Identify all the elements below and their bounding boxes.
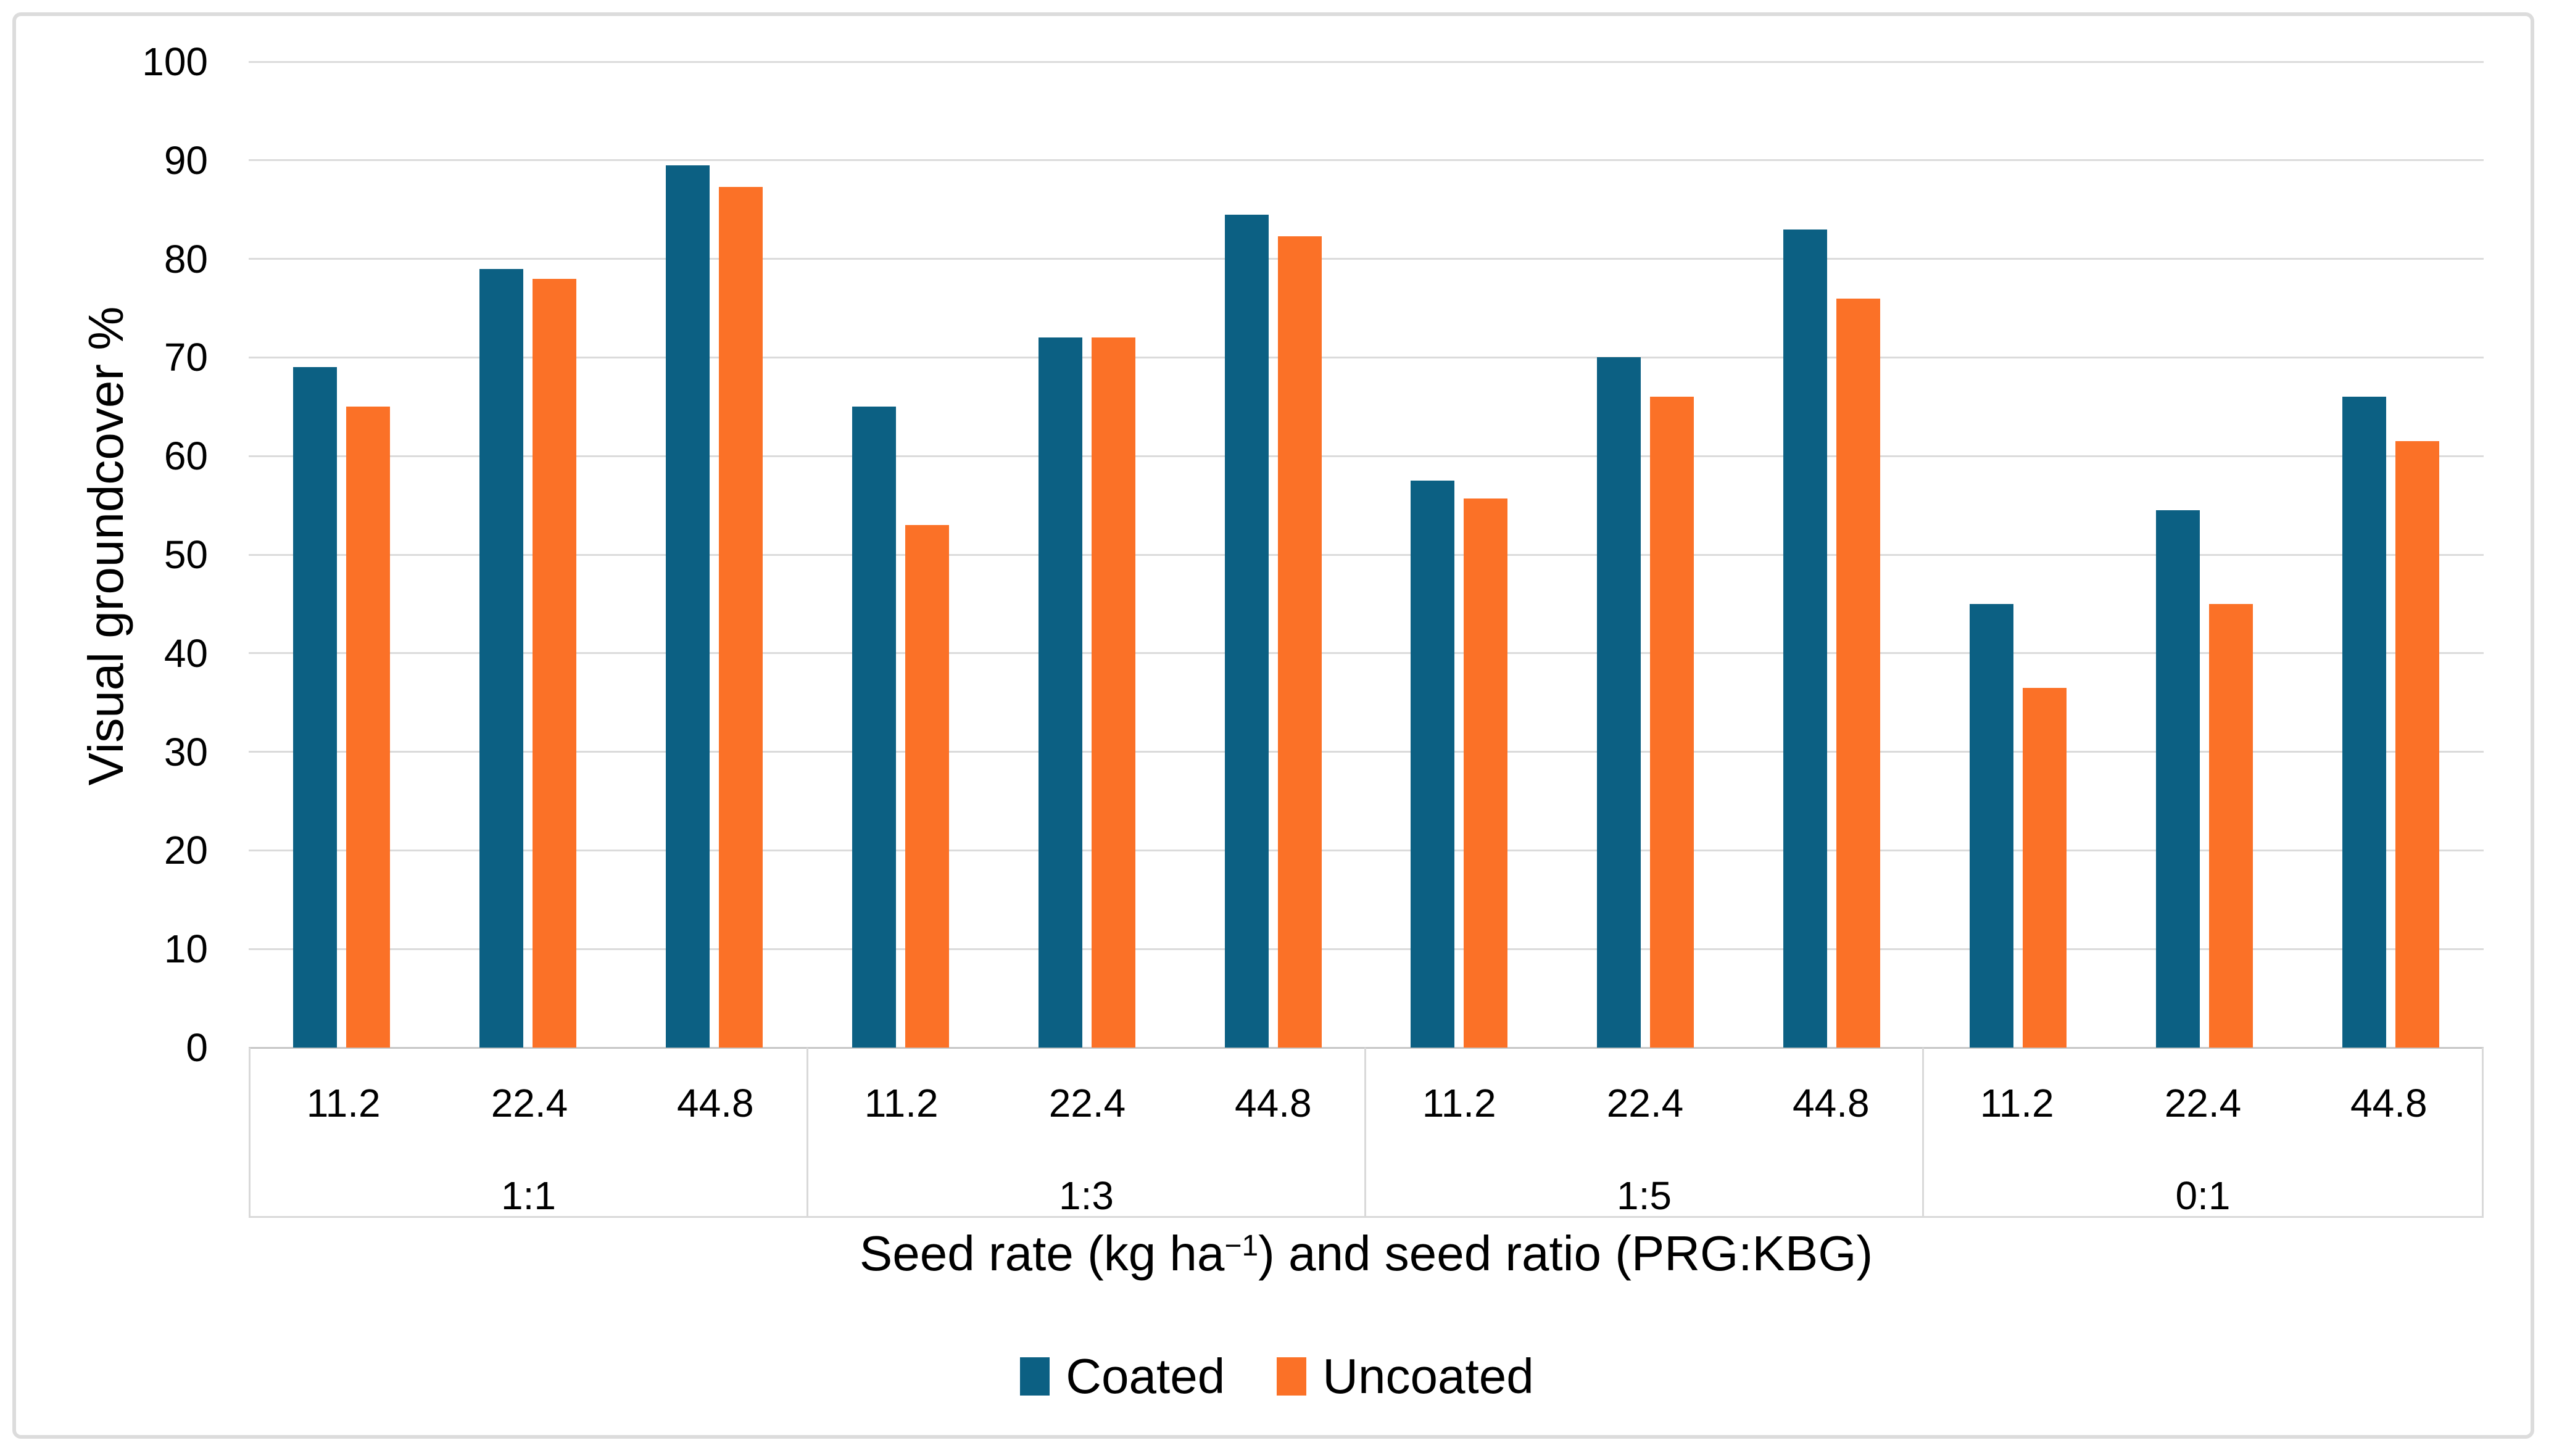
bar-uncoated-1:3-22.4 [1091, 337, 1135, 1048]
bar-coated-1:1-11.2 [293, 367, 338, 1048]
bar-uncoated-0:1-44.8 [2395, 441, 2439, 1048]
bar-coated-1:5-44.8 [1783, 229, 1828, 1048]
rate-label-1:3-11.2: 11.2 [864, 1081, 939, 1125]
group-label-1:1: 1:1 [501, 1173, 556, 1218]
y-tick-label-80: 80 [164, 236, 208, 281]
gridline-30 [249, 751, 2484, 753]
bar-uncoated-1:3-44.8 [1277, 236, 1322, 1048]
legend-label-uncoated: Uncoated [1322, 1349, 1534, 1404]
rate-label-1:5-22.4: 22.4 [1606, 1081, 1684, 1125]
bar-coated-1:5-11.2 [1411, 481, 1455, 1048]
y-axis-tick-labels: 0 10 20 30 40 50 60 70 80 90 100 [74, 42, 208, 1067]
chart-legend: Coated Uncoated [0, 1348, 2554, 1405]
rate-label-1:1-44.8: 44.8 [677, 1081, 754, 1125]
gridline-80 [249, 258, 2484, 260]
legend-item-coated: Coated [1020, 1348, 1225, 1405]
gridline-40 [249, 652, 2484, 655]
bar-coated-1:3-44.8 [1224, 214, 1269, 1048]
bar-uncoated-0:1-11.2 [2022, 687, 2067, 1048]
rate-label-0:1-11.2: 11.2 [1980, 1081, 2054, 1125]
axis-group-1:5: 11.2 22.4 44.8 1:5 [1366, 1048, 1924, 1216]
rate-label-0:1-44.8: 44.8 [2350, 1081, 2428, 1125]
x-axis-title-text: Seed rate (kg ha [859, 1226, 1225, 1281]
y-tick-label-40: 40 [164, 631, 208, 676]
x-axis-title-superscript: −1 [1224, 1230, 1259, 1262]
rate-label-1:3-44.8: 44.8 [1235, 1081, 1312, 1125]
x-axis-line [249, 1046, 2484, 1049]
legend-item-uncoated: Uncoated [1277, 1348, 1534, 1405]
axis-group-1:3: 11.2 22.4 44.8 1:3 [808, 1048, 1366, 1216]
x-axis-title: Seed rate (kg ha−1) and seed ratio (PRG:… [249, 1229, 2484, 1278]
axis-group-1:1: 11.2 22.4 44.8 1:1 [251, 1048, 808, 1216]
bar-coated-0:1-22.4 [2155, 510, 2200, 1048]
rate-label-0:1-22.4: 22.4 [2164, 1081, 2242, 1125]
gridline-70 [249, 356, 2484, 358]
y-tick-label-30: 30 [164, 729, 208, 774]
legend-label-coated: Coated [1066, 1349, 1225, 1404]
bar-uncoated-1:1-11.2 [346, 407, 391, 1048]
category-axis-band: 11.2 22.4 44.8 1:1 11.2 22.4 44.8 1:3 11.2 22.4 44… [249, 1048, 2484, 1218]
rate-label-1:1-11.2: 11.2 [306, 1081, 381, 1125]
bar-uncoated-0:1-22.4 [2208, 603, 2253, 1048]
bar-coated-1:3-11.2 [852, 407, 896, 1048]
bar-uncoated-1:1-44.8 [719, 186, 763, 1048]
gridline-90 [249, 159, 2484, 162]
gridline-50 [249, 553, 2484, 556]
x-axis-title-text-tail: ) and seed ratio (PRG:KBG) [1258, 1226, 1873, 1281]
group-label-0:1: 0:1 [2175, 1173, 2231, 1218]
bar-coated-1:3-22.4 [1038, 337, 1082, 1048]
bar-uncoated-1:1-22.4 [533, 278, 577, 1048]
plot-area [249, 60, 2484, 1049]
bar-uncoated-1:5-11.2 [1464, 498, 1508, 1048]
rate-label-1:5-44.8: 44.8 [1793, 1081, 1870, 1125]
y-tick-label-90: 90 [164, 138, 208, 183]
y-tick-label-70: 70 [164, 335, 208, 380]
bar-uncoated-1:5-44.8 [1836, 298, 1881, 1048]
rate-label-1:3-22.4: 22.4 [1048, 1081, 1126, 1125]
y-tick-label-10: 10 [164, 927, 208, 972]
bar-coated-1:5-22.4 [1597, 357, 1641, 1048]
legend-swatch-coated [1020, 1357, 1050, 1396]
bar-coated-1:1-44.8 [666, 165, 710, 1048]
bar-uncoated-1:3-11.2 [905, 525, 949, 1048]
gridline-20 [249, 849, 2484, 851]
y-tick-label-50: 50 [164, 532, 208, 577]
y-tick-label-100: 100 [142, 39, 208, 84]
y-tick-label-20: 20 [164, 828, 208, 873]
group-label-1:3: 1:3 [1059, 1173, 1114, 1218]
gridline-100 [249, 60, 2484, 63]
y-tick-label-60: 60 [164, 434, 208, 479]
rate-label-1:5-11.2: 11.2 [1422, 1081, 1496, 1125]
gridline-10 [249, 948, 2484, 950]
y-tick-label-0: 0 [186, 1025, 208, 1070]
bar-uncoated-1:5-22.4 [1650, 397, 1694, 1048]
bar-coated-0:1-11.2 [1969, 603, 2013, 1048]
rate-label-1:1-22.4: 22.4 [491, 1081, 568, 1125]
bar-coated-1:1-22.4 [479, 268, 524, 1048]
legend-swatch-uncoated [1277, 1357, 1307, 1396]
gridline-60 [249, 455, 2484, 457]
group-label-1:5: 1:5 [1617, 1173, 1672, 1218]
bar-coated-0:1-44.8 [2342, 397, 2386, 1048]
axis-group-0:1: 11.2 22.4 44.8 0:1 [1924, 1048, 2482, 1216]
